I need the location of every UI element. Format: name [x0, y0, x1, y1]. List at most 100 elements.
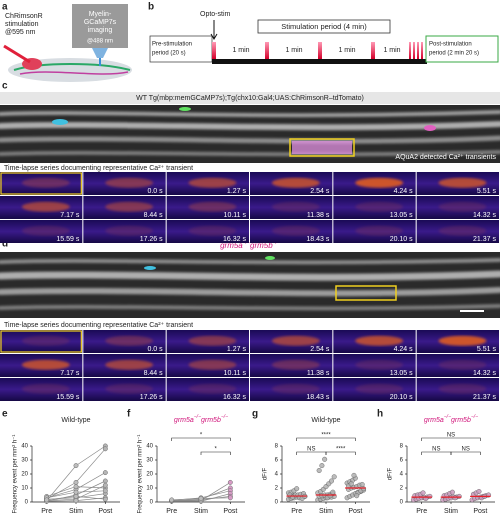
- signal: [21, 177, 70, 188]
- signal: [21, 383, 70, 394]
- genotype-part: −/−: [243, 240, 250, 246]
- timestamp: 11.38 s: [307, 212, 330, 219]
- genotype-part: grm5a: [424, 417, 444, 424]
- genotype-title: grm5a−/−grm5b−/−: [220, 240, 280, 250]
- panel-label: g: [252, 409, 258, 420]
- fiber: [13, 63, 131, 71]
- timestamp: 20.10 s: [390, 236, 413, 243]
- y-tick-label: 20: [21, 472, 28, 478]
- point: [102, 478, 108, 484]
- scale-bar: [460, 310, 484, 312]
- y-tick-label: 40: [146, 444, 153, 450]
- x-tick-label: Post: [473, 508, 487, 515]
- y-tick-label: 20: [146, 472, 153, 478]
- point: [330, 489, 336, 495]
- bracket: [171, 437, 231, 441]
- timestamp: 10.11 s: [224, 212, 247, 219]
- microscope: [72, 4, 128, 48]
- signal: [188, 177, 237, 188]
- x-tick-label: Stim: [444, 508, 458, 515]
- signal: [188, 383, 237, 394]
- timestamp: 21.37 s: [473, 394, 496, 401]
- y-axis-label: dF/F: [388, 468, 394, 481]
- signal: [188, 359, 237, 370]
- y-axis-label: dF/F: [263, 468, 269, 481]
- signal: [438, 359, 487, 370]
- interval-label: 1 min: [232, 47, 249, 54]
- bracket: [200, 451, 231, 455]
- chart-title: grm5a−/−grm5b−/−: [424, 414, 478, 424]
- point: [449, 489, 455, 495]
- x-tick-label: Post: [98, 508, 112, 515]
- chart-title: Wild-type: [61, 417, 90, 424]
- point: [427, 493, 433, 499]
- transient: [265, 256, 275, 260]
- significance: NS: [432, 447, 440, 453]
- point: [361, 486, 367, 492]
- signal: [355, 177, 404, 188]
- y-tick-label: 40: [21, 444, 28, 450]
- timestamp: 8.44 s: [144, 370, 164, 377]
- signal: [438, 335, 487, 346]
- y-tick-label: 2: [275, 486, 279, 492]
- light-beam: [3, 44, 31, 64]
- timestamp: 15.59 s: [56, 236, 79, 243]
- fiber: [0, 287, 500, 297]
- y-axis-label: Frequency event per mm² h⁻¹: [13, 435, 19, 514]
- timestamp: 5.51 s: [477, 188, 497, 195]
- point: [322, 456, 328, 462]
- timestamp: 14.32 s: [473, 212, 496, 219]
- point: [351, 472, 357, 478]
- transient: [179, 107, 191, 111]
- signal: [21, 335, 70, 346]
- x-tick-label: Post: [223, 508, 237, 515]
- image-d: [0, 252, 500, 318]
- y-tick-label: 6: [400, 458, 404, 464]
- signal: [105, 335, 154, 346]
- signal: [355, 335, 404, 346]
- significance: *: [200, 433, 203, 439]
- signal: [271, 201, 320, 212]
- genotype-part: −/−: [444, 414, 451, 420]
- significance: NS: [307, 447, 315, 453]
- point: [102, 482, 108, 488]
- timestamp: 0.0 s: [147, 188, 163, 195]
- timestamp: 17.26 s: [140, 236, 163, 243]
- point: [331, 474, 337, 480]
- signal: [188, 225, 237, 236]
- pulse: [265, 42, 269, 59]
- signal: [21, 201, 70, 212]
- timestamp: 1.27 s: [227, 188, 247, 195]
- timestamp: 18.43 s: [306, 236, 329, 243]
- transient: [144, 266, 156, 270]
- signal: [105, 201, 154, 212]
- signal: [105, 383, 154, 394]
- fiber: [0, 270, 500, 281]
- point: [73, 489, 79, 495]
- transient: [424, 125, 436, 131]
- timestamp: 10.11 s: [224, 370, 247, 377]
- y-tick-label: 4: [400, 472, 404, 478]
- signal: [105, 225, 154, 236]
- significance: NS: [461, 447, 469, 453]
- fiber: [0, 150, 500, 157]
- imaging-label: Myelin-: [89, 11, 112, 18]
- signal: [105, 359, 154, 370]
- point: [73, 493, 79, 499]
- panel-label: c: [2, 81, 8, 92]
- stim-label: ChRimsonR: [5, 13, 43, 20]
- point: [316, 468, 322, 474]
- panel-label: h: [377, 409, 383, 420]
- crop-box: [0, 172, 82, 195]
- post-label: Post-stimulation: [429, 42, 472, 48]
- timestamp: 4.24 s: [394, 188, 414, 195]
- genotype-part: grm5a: [174, 417, 194, 424]
- timestamp: 16.32 s: [223, 236, 246, 243]
- post-label: period (2 min 20 s): [429, 51, 479, 57]
- x-tick-label: Pre: [41, 508, 52, 515]
- bracket: [421, 437, 481, 441]
- timestamp: 4.24 s: [394, 346, 414, 353]
- timestamp: 13.05 s: [390, 370, 413, 377]
- point: [319, 463, 325, 469]
- signal: [271, 177, 320, 188]
